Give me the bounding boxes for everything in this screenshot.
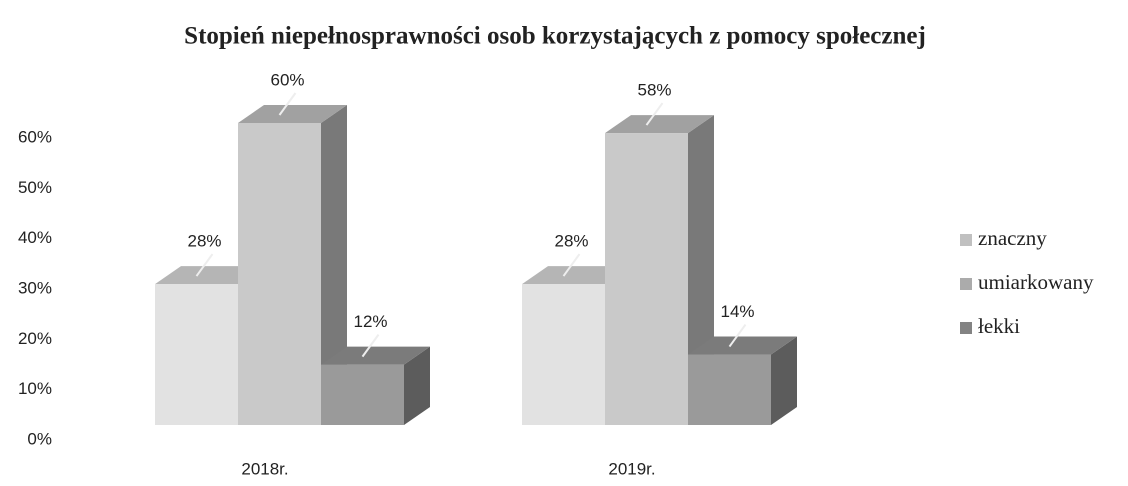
y-tick-label: 40% (18, 228, 52, 247)
bar (605, 115, 714, 426)
y-tick-label: 60% (18, 127, 52, 146)
value-label: 28% (554, 232, 588, 251)
y-tick-label: 20% (18, 329, 52, 348)
bar-top (238, 105, 347, 123)
bar-side (771, 336, 797, 425)
y-tick-label: 30% (18, 278, 52, 297)
bar-top (155, 266, 264, 285)
bar-front (605, 133, 688, 426)
bar-front (321, 364, 404, 425)
bar-front (522, 284, 605, 425)
legend-swatch (960, 234, 972, 246)
bar-top (522, 266, 631, 285)
leader-line (361, 334, 380, 358)
bar-top (605, 115, 714, 134)
legend-swatch (960, 322, 972, 334)
x-tick-label: 2018r. (241, 459, 288, 478)
y-tick-label: 10% (18, 379, 52, 398)
legend-label: znaczny (978, 226, 1047, 250)
value-label: 58% (637, 81, 671, 100)
bar-top (688, 336, 797, 355)
x-tick-label: 2019r. (608, 459, 655, 478)
legend-swatch (960, 278, 972, 290)
leader-line (562, 253, 581, 277)
value-label: 12% (353, 312, 387, 331)
bar-front (155, 284, 238, 425)
legend-label: łekki (978, 314, 1020, 338)
bar (238, 105, 347, 425)
bar-top (321, 346, 430, 365)
bar-front (688, 354, 771, 425)
leader-line (278, 92, 297, 116)
value-label: 60% (270, 70, 304, 89)
bar-front (238, 123, 321, 425)
y-tick-label: 0% (27, 429, 52, 448)
bar (321, 346, 430, 425)
bar-side (404, 346, 430, 425)
leader-line (195, 253, 214, 277)
y-tick-label: 50% (18, 178, 52, 197)
bar-side (321, 105, 347, 425)
chart-title: Stopień niepełnosprawności osob korzysta… (184, 23, 926, 50)
bar (688, 336, 797, 425)
value-label: 14% (720, 302, 754, 321)
legend-label: umiarkowany (978, 270, 1094, 294)
leader-line (728, 323, 747, 348)
value-label: 28% (187, 232, 221, 251)
leader-line (645, 102, 664, 126)
